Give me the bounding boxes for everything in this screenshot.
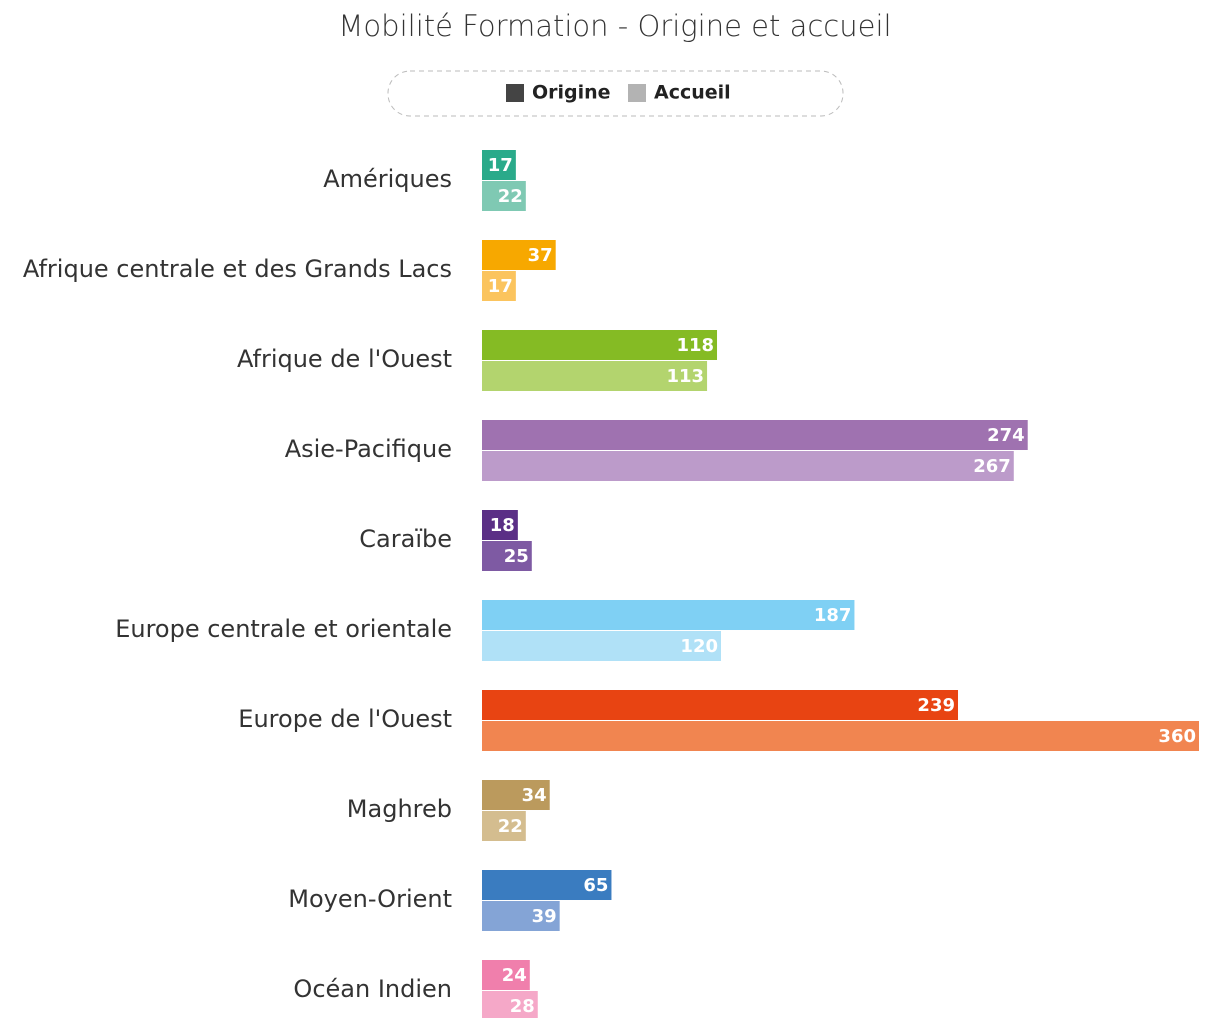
legend-label: Accueil bbox=[654, 82, 731, 104]
category-label: Océan Indien bbox=[293, 975, 452, 1003]
value-label: 28 bbox=[510, 996, 535, 1017]
value-label: 22 bbox=[498, 186, 523, 207]
bar bbox=[482, 181, 526, 211]
chart-title: Mobilité Formation - Origine et accueil bbox=[338, 9, 891, 43]
bar bbox=[482, 271, 516, 301]
category-label: Europe centrale et orientale bbox=[115, 615, 452, 643]
bar bbox=[482, 510, 518, 540]
bar bbox=[482, 541, 532, 571]
value-label: 22 bbox=[498, 816, 523, 837]
value-label: 17 bbox=[488, 276, 513, 297]
legend-label: Origine bbox=[532, 82, 611, 104]
bar bbox=[482, 991, 538, 1018]
value-label: 118 bbox=[676, 335, 714, 356]
bar bbox=[482, 901, 560, 931]
value-label: 113 bbox=[666, 366, 704, 387]
bar bbox=[482, 870, 612, 900]
value-label: 37 bbox=[528, 245, 553, 266]
category-label: Europe de l'Ouest bbox=[238, 705, 452, 733]
legend-swatch bbox=[628, 84, 646, 102]
bar bbox=[482, 600, 855, 630]
value-label: 239 bbox=[917, 695, 955, 716]
bar bbox=[482, 960, 530, 990]
bar bbox=[482, 690, 959, 720]
value-label: 120 bbox=[680, 636, 718, 657]
bar bbox=[482, 361, 708, 391]
bar bbox=[482, 780, 550, 810]
value-label: 25 bbox=[504, 546, 529, 567]
category-label: Amériques bbox=[323, 165, 452, 193]
value-label: 34 bbox=[522, 785, 547, 806]
value-label: 360 bbox=[1158, 726, 1196, 747]
bar bbox=[482, 150, 516, 180]
category-label: Afrique de l'Ouest bbox=[237, 345, 452, 373]
value-label: 24 bbox=[502, 965, 527, 986]
bar bbox=[482, 451, 1014, 481]
bar bbox=[482, 420, 1028, 450]
bar bbox=[482, 811, 526, 841]
category-label: Maghreb bbox=[347, 795, 452, 823]
value-label: 274 bbox=[987, 425, 1025, 446]
value-label: 267 bbox=[973, 456, 1011, 477]
value-label: 39 bbox=[532, 906, 557, 927]
value-label: 17 bbox=[488, 155, 513, 176]
bar bbox=[482, 631, 721, 661]
category-label: Asie-Pacifique bbox=[285, 435, 452, 463]
category-label: Moyen-Orient bbox=[288, 885, 452, 913]
value-label: 187 bbox=[814, 605, 852, 626]
value-label: 65 bbox=[583, 875, 608, 896]
value-label: 18 bbox=[490, 515, 515, 536]
category-label: Caraïbe bbox=[359, 525, 452, 553]
bar bbox=[482, 721, 1199, 751]
legend-box bbox=[387, 70, 844, 117]
bar bbox=[482, 330, 718, 360]
category-label: Afrique centrale et des Grands Lacs bbox=[23, 255, 452, 283]
legend-swatch bbox=[506, 84, 524, 102]
bar bbox=[482, 240, 556, 270]
